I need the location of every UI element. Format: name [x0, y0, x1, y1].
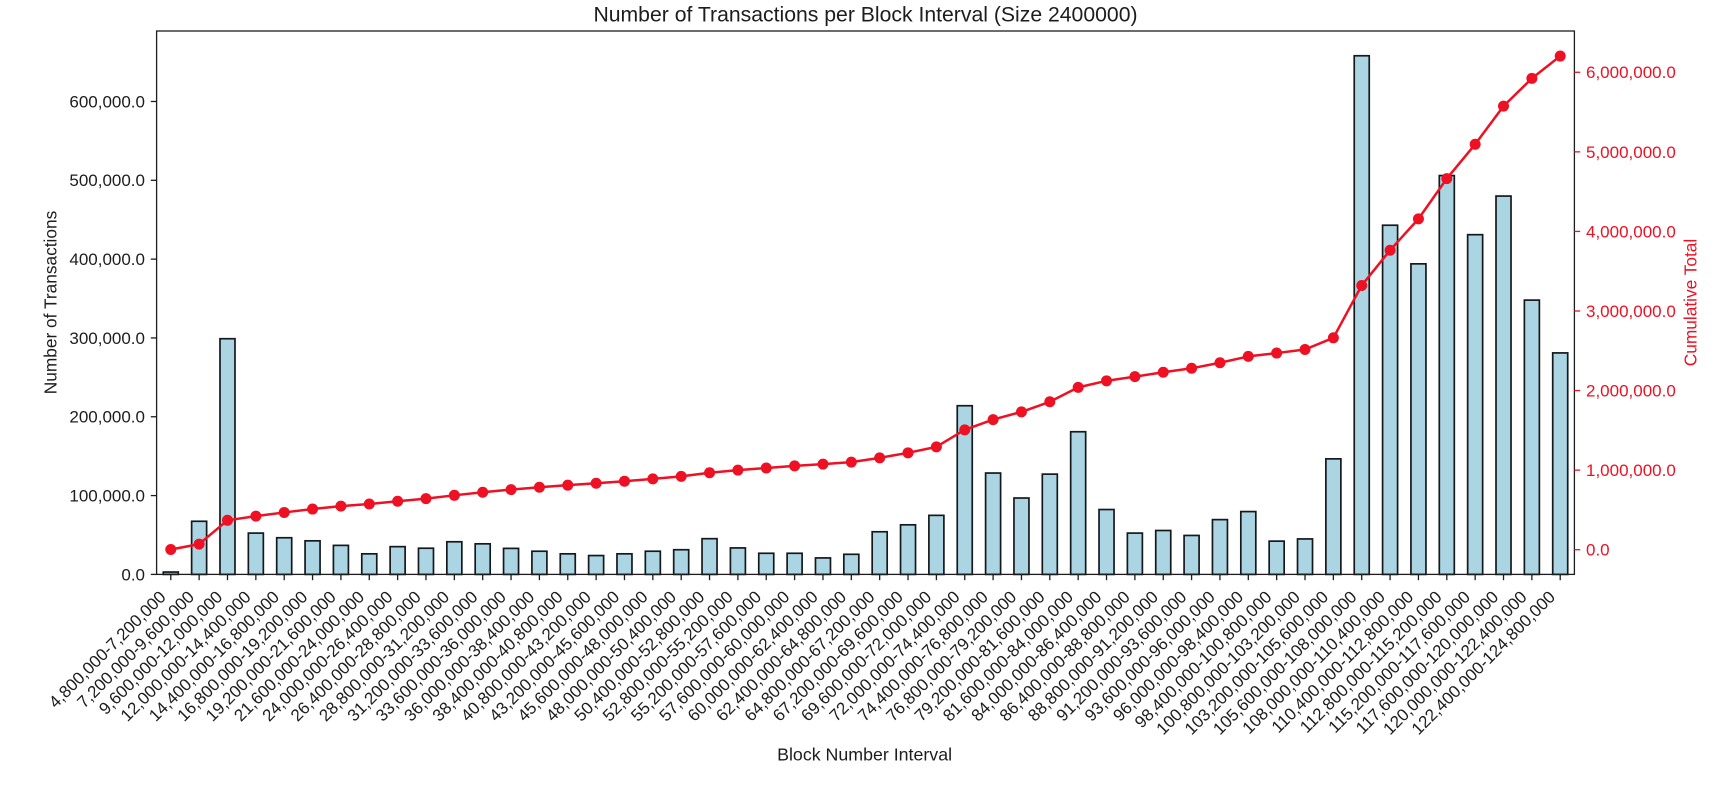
- svg-text:1,000,000.0: 1,000,000.0: [1586, 461, 1676, 480]
- svg-text:600,000.0: 600,000.0: [69, 92, 145, 111]
- svg-text:Number of Transactions per Blo: Number of Transactions per Block Interva…: [593, 4, 1137, 27]
- svg-text:5,000,000.0: 5,000,000.0: [1586, 143, 1676, 162]
- svg-text:0.0: 0.0: [121, 565, 145, 584]
- svg-text:100,000.0: 100,000.0: [69, 486, 145, 505]
- svg-text:500,000.0: 500,000.0: [69, 171, 145, 190]
- svg-text:Cumulative Total: Cumulative Total: [1681, 239, 1701, 366]
- svg-text:400,000.0: 400,000.0: [69, 250, 145, 269]
- svg-text:Block Number Interval: Block Number Interval: [777, 745, 952, 765]
- svg-text:3,000,000.0: 3,000,000.0: [1586, 302, 1676, 321]
- svg-text:Number of Transactions: Number of Transactions: [41, 210, 61, 394]
- svg-text:6,000,000.0: 6,000,000.0: [1586, 63, 1676, 82]
- svg-text:200,000.0: 200,000.0: [69, 408, 145, 427]
- svg-text:4,000,000.0: 4,000,000.0: [1586, 222, 1676, 241]
- svg-text:0.0: 0.0: [1586, 541, 1610, 560]
- svg-text:2,000,000.0: 2,000,000.0: [1586, 381, 1676, 400]
- svg-text:300,000.0: 300,000.0: [69, 329, 145, 348]
